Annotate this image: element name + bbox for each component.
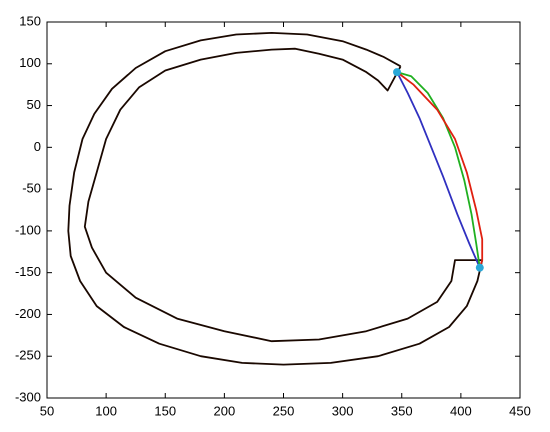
y-tick-label: -250 bbox=[15, 348, 41, 363]
y-tick-label: -150 bbox=[15, 264, 41, 279]
y-tick-label: 50 bbox=[27, 97, 41, 112]
axes-box bbox=[46, 21, 521, 399]
series-line bbox=[396, 71, 481, 268]
x-tick-label: 300 bbox=[332, 403, 354, 418]
y-tick-label: 150 bbox=[19, 13, 41, 28]
series-line bbox=[396, 71, 481, 269]
y-tick-label: -50 bbox=[22, 181, 41, 196]
y-tick-label: 100 bbox=[19, 55, 41, 70]
x-tick-label: 350 bbox=[391, 403, 413, 418]
y-tick-label: -200 bbox=[15, 306, 41, 321]
marker bbox=[475, 263, 484, 272]
y-tick-label: -100 bbox=[15, 222, 41, 237]
x-tick-label: 150 bbox=[154, 403, 176, 418]
x-tick-label: 50 bbox=[40, 403, 54, 418]
x-tick-label: 450 bbox=[509, 403, 531, 418]
x-tick-label: 400 bbox=[450, 403, 472, 418]
x-tick-label: 200 bbox=[214, 403, 236, 418]
y-tick-label: -300 bbox=[15, 389, 41, 404]
x-tick-label: 250 bbox=[273, 403, 295, 418]
series-line bbox=[396, 71, 484, 268]
x-tick-label: 100 bbox=[95, 403, 117, 418]
marker bbox=[393, 68, 402, 77]
y-tick-label: 0 bbox=[34, 139, 41, 154]
